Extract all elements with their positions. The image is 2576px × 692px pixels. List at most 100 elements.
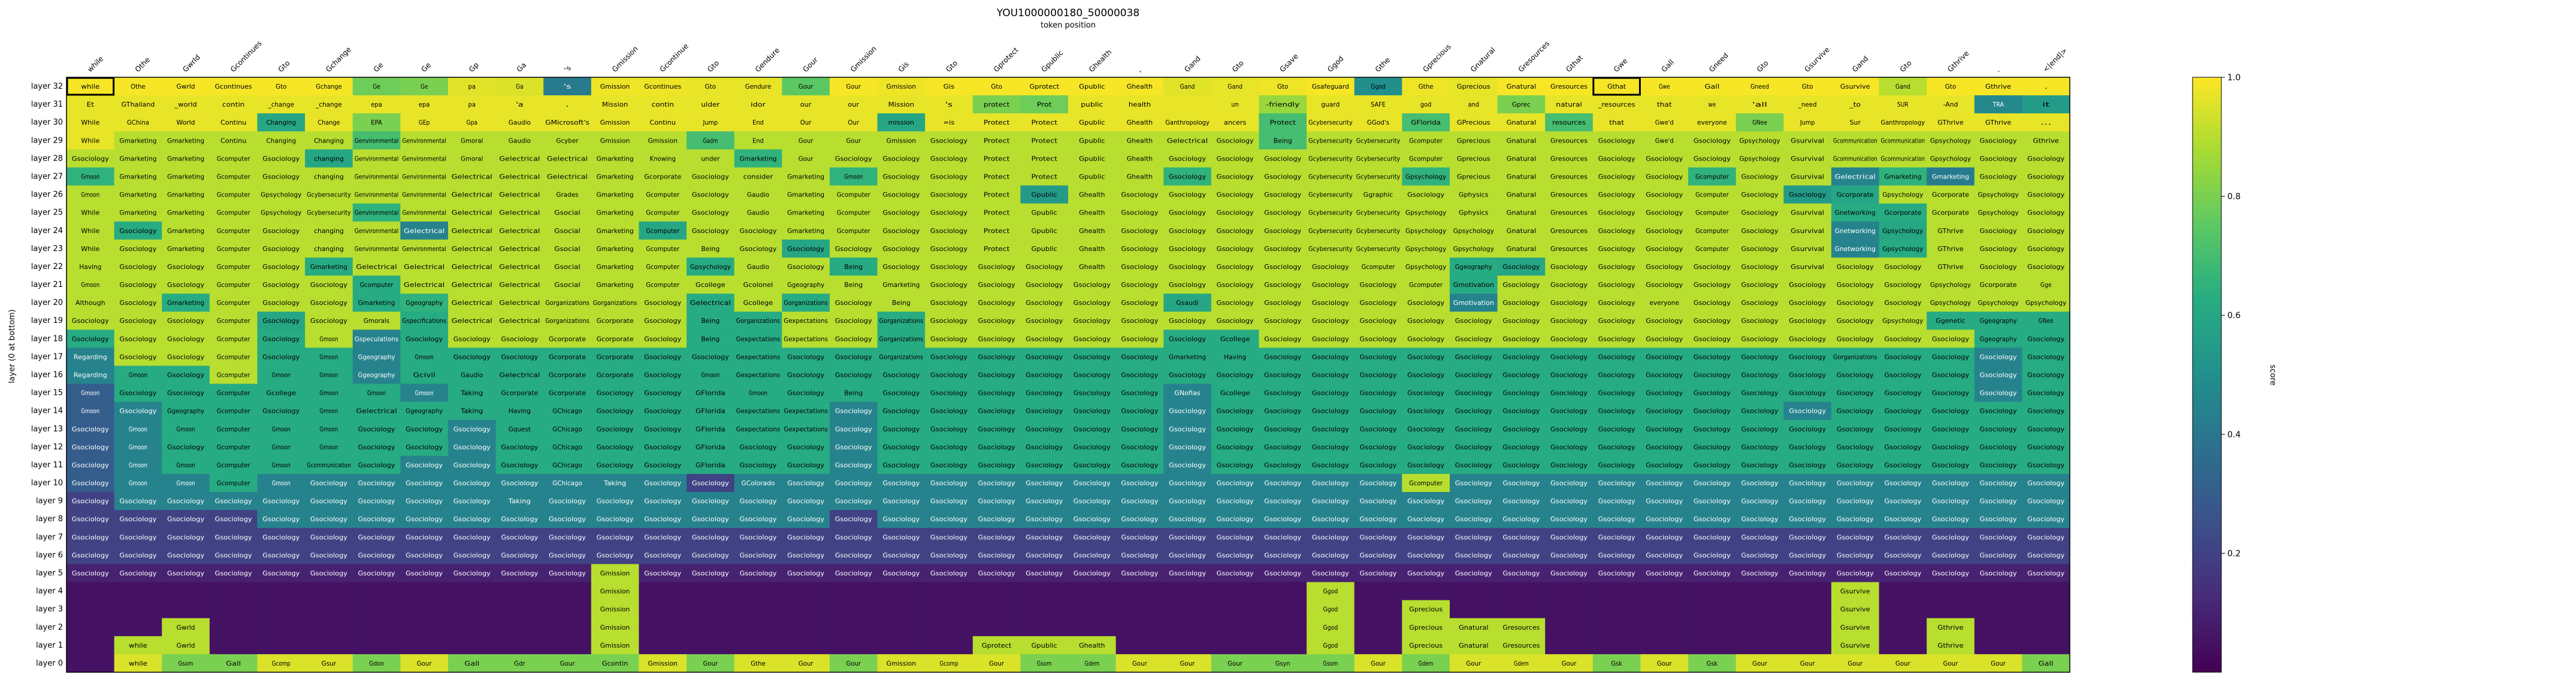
heatmap-cell <box>1545 203 1594 222</box>
cell-label: Ganthropology <box>1165 119 1210 126</box>
cell-label: Gsociology <box>692 192 729 199</box>
cell-label: Gelectrical <box>452 174 492 181</box>
heatmap-cell <box>495 77 544 96</box>
cell-label: GFlorida <box>696 408 725 415</box>
cell-label: Gsociology <box>835 408 872 415</box>
heatmap-cell <box>1020 149 1069 168</box>
row-label: layer 12 <box>31 443 63 452</box>
cell-label: Gour <box>799 660 814 667</box>
heatmap-cell <box>1879 149 1927 168</box>
heatmap-cell <box>1783 185 1832 204</box>
heatmap-cell <box>972 77 1021 96</box>
cell-label: Gresources <box>1550 155 1588 162</box>
cell-label: Gmarketing <box>119 174 156 181</box>
heatmap-cell <box>972 239 1021 258</box>
column-label: Gall <box>1659 58 1675 74</box>
cell-label: Gmoon <box>319 353 338 361</box>
cell-label: Gsociology <box>406 498 443 505</box>
cell-label: Ggod <box>1323 606 1338 614</box>
heatmap-cell <box>448 131 497 150</box>
cell-label: Gsociology <box>978 426 1015 433</box>
cell-label: Gsociology <box>1360 534 1397 541</box>
cell-label: Gsociology <box>597 444 634 451</box>
cell-label: Gsociology <box>262 570 300 578</box>
cell-label: GNofias <box>1174 390 1200 397</box>
heatmap-cell <box>1783 582 1832 601</box>
heatmap-cell <box>1211 239 1259 258</box>
cell-label: Gsociology <box>1169 318 1206 325</box>
heatmap-cell <box>1640 185 1689 204</box>
cell-label: Gsurvival <box>1791 155 1824 162</box>
cell-label: Gsociology <box>1550 300 1588 307</box>
cell-label: Gnetworking <box>1835 246 1876 253</box>
cell-label: Gcybersecurity <box>307 192 351 199</box>
cell-label: Gsociology <box>1455 462 1492 469</box>
cell-label: Gmoon <box>81 282 99 289</box>
cell-label: Gsociology <box>1837 498 1874 505</box>
heatmap-cell <box>1259 636 1307 655</box>
heatmap-cell <box>257 185 306 204</box>
cell-label: Gsociology <box>1217 516 1254 523</box>
cell-label: Gsociology <box>1169 282 1206 289</box>
cell-label: Gsociology <box>2027 228 2064 235</box>
cell-label: Gsociology <box>1074 353 1111 361</box>
cell-label: Gsociology <box>501 534 538 541</box>
heatmap-cell <box>209 131 258 150</box>
cell-label: Gsociology <box>1217 246 1254 253</box>
cell-label: Gsociology <box>1980 390 2017 397</box>
cell-label: Gsurvive <box>1840 642 1870 649</box>
cell-label: Gexpectations <box>736 353 781 361</box>
cell-label: Gmarketing <box>597 192 634 199</box>
heatmap-cell <box>400 167 449 186</box>
cell-label: Gpublic <box>1079 155 1105 162</box>
colorbar-tick-label: 1.0 <box>2227 73 2241 83</box>
heatmap-cell <box>1640 239 1689 258</box>
cell-label: Gsociology <box>930 426 967 433</box>
heatmap-cell <box>1115 636 1164 655</box>
cell-label: End <box>752 137 764 144</box>
heatmap-cell <box>1736 167 1784 186</box>
cell-label: Gcommunication <box>307 462 351 469</box>
cell-label: Gsociology <box>692 498 729 505</box>
cell-label: Gmarketing <box>597 174 634 181</box>
cell-label: that <box>1657 101 1672 108</box>
cell-label: Gsociology <box>358 570 395 578</box>
cell-label: epa <box>419 101 430 108</box>
heatmap-cell <box>1115 95 1164 114</box>
cell-label: Gsociology <box>787 444 824 451</box>
cell-label: Gsociology <box>739 570 776 578</box>
cell-label: Gsociology <box>1646 282 1683 289</box>
cell-label: Gour <box>989 660 1004 667</box>
heatmap-cell <box>257 95 306 114</box>
heatmap-cell <box>639 77 687 96</box>
heatmap-cell <box>1879 167 1927 186</box>
cell-label: Gmotivation <box>1453 300 1494 307</box>
cell-label: Gsociology <box>1360 408 1397 415</box>
heatmap-cell <box>1354 113 1402 132</box>
heatmap-cell <box>305 131 353 150</box>
row-label: layer 1 <box>36 641 63 650</box>
heatmap-cell <box>114 131 162 150</box>
cell-label: Gcybersecurity <box>1308 119 1353 126</box>
cell-label: Gsociology <box>1598 318 1635 325</box>
heatmap-cell <box>687 600 735 619</box>
cell-label: Gmoon <box>319 372 338 379</box>
heatmap-cell <box>1688 113 1737 132</box>
heatmap-cell <box>1068 95 1117 114</box>
cell-label: Ghealth <box>1127 174 1153 181</box>
heatmap-cell <box>114 113 162 132</box>
heatmap-cell <box>734 77 782 96</box>
cell-label: Gsociology <box>1169 372 1206 379</box>
cell-label: Gcomputer <box>217 372 250 379</box>
cell-label: Gwrld <box>177 642 195 649</box>
heatmap-cell <box>1259 131 1307 150</box>
cell-label: Gsociology <box>1598 300 1635 307</box>
cell-label: Gsociology <box>1169 516 1206 523</box>
cell-label: GChicago <box>552 408 582 415</box>
cell-label: Gpublic <box>1031 246 1057 253</box>
cell-label: Gsociology <box>1884 390 1921 397</box>
cell-label: Gnetworking <box>1835 228 1876 235</box>
cell-label: Gsociology <box>1455 353 1492 361</box>
cell-label: Gsociology <box>1884 516 1921 523</box>
cell-label: Gsociology <box>358 462 395 469</box>
